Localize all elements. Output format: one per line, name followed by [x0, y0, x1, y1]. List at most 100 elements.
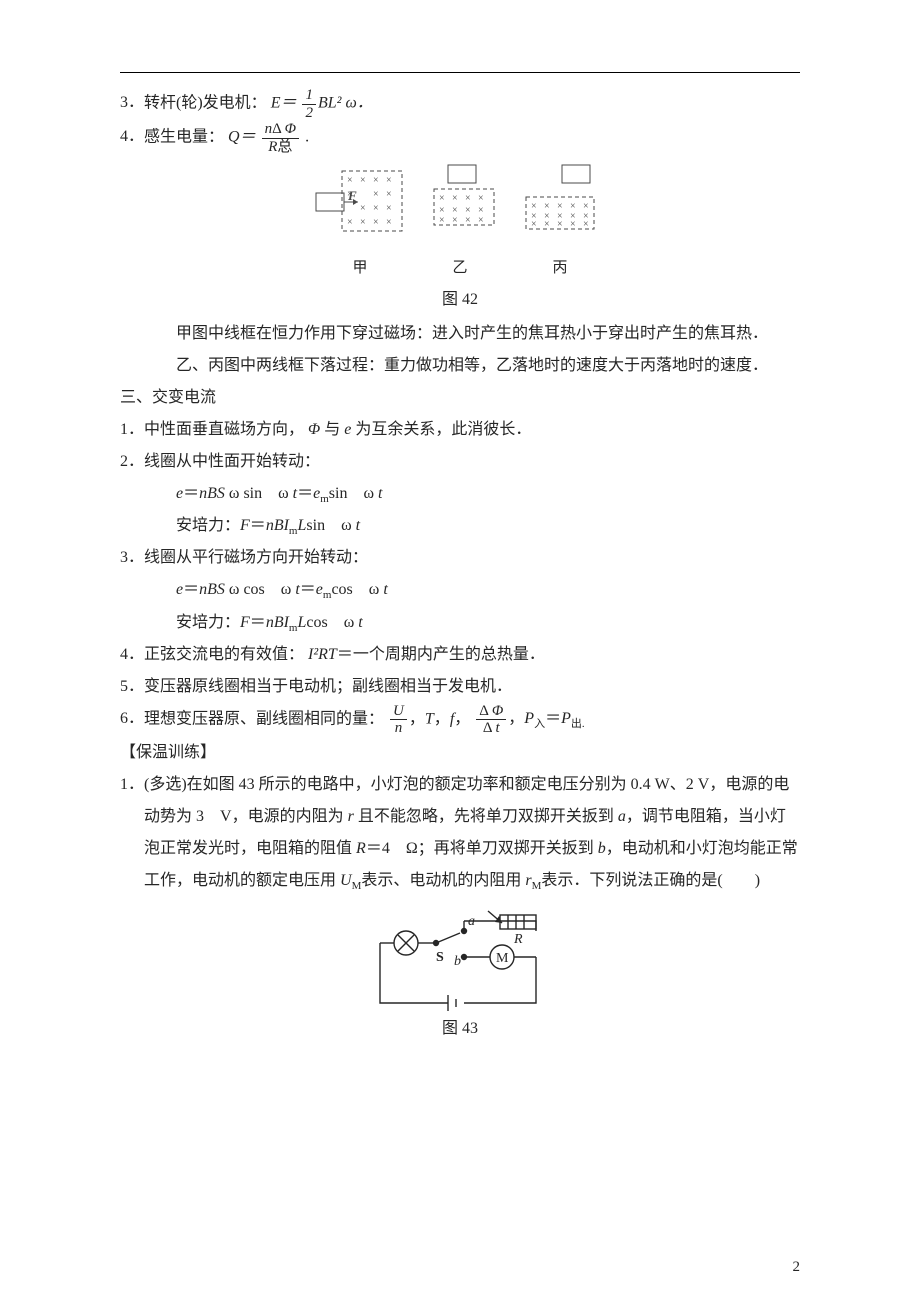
svg-text:×: ×	[452, 215, 458, 226]
fig42-label-2: 乙	[452, 253, 467, 283]
svg-text:×: ×	[373, 189, 379, 200]
svg-text:×: ×	[347, 175, 353, 186]
sec3-p6-m2: ，P入＝P出.	[508, 710, 584, 727]
svg-text:×: ×	[478, 193, 484, 204]
svg-text:×: ×	[557, 219, 563, 230]
sec3-p6-frac2: Δ Φ Δ t	[476, 703, 506, 737]
sec3-p4-idx: 4．	[120, 639, 144, 671]
item-4-lhs: Q＝	[228, 129, 260, 146]
drill-q1-idx: 1．	[120, 769, 144, 801]
page-number: 2	[793, 1252, 801, 1282]
sec3-p4-body: 正弦交流电的有效值： I²RT＝一个周期内产生的总热量．	[144, 639, 545, 671]
sec3-p4: 4． 正弦交流电的有效值： I²RT＝一个周期内产生的总热量．	[120, 639, 800, 671]
sec3-p2: 2． 线圈从中性面开始转动：	[120, 446, 800, 478]
figure-42-caption: 图 42	[120, 284, 800, 316]
sec3-p1-idx: 1．	[120, 414, 144, 446]
fig42-para1: 甲图中线框在恒力作用下穿过磁场：进入时产生的焦耳热小于穿出时产生的焦耳热．	[120, 318, 800, 350]
svg-text:×: ×	[347, 189, 353, 200]
svg-text:×: ×	[386, 217, 392, 228]
item-3-frac-bot: 2	[302, 105, 316, 122]
item-4: 4． 感生电量： Q＝ nΔ Φ R总 .	[120, 121, 800, 155]
sec3-p6-m1: ，T，f，	[409, 710, 470, 727]
sec3-p3: 3． 线圈从平行磁场方向开始转动：	[120, 542, 800, 574]
drill-q1: 1． (多选)在如图 43 所示的电路中，小灯泡的额定功率和额定电压分别为 0.…	[120, 769, 800, 897]
section-3-heading: 三、交变电流	[120, 382, 800, 414]
drill-heading: 【保温训练】	[120, 737, 800, 769]
svg-text:×: ×	[373, 175, 379, 186]
svg-text:×: ×	[465, 193, 471, 204]
svg-text:×: ×	[347, 217, 353, 228]
sec3-p5: 5． 变压器原线圈相当于电动机；副线圈相当于发电机．	[120, 671, 800, 703]
fig43-label-M: M	[496, 951, 509, 966]
item-3-index: 3．	[120, 87, 144, 119]
sec3-p3-line1: e＝nBS ω cos ω t＝emcos ω t	[120, 574, 800, 606]
item-4-frac-bot: R总	[262, 139, 300, 156]
sec3-p6-idx: 6．	[120, 703, 144, 735]
svg-text:×: ×	[570, 219, 576, 230]
sec3-p6-lead: 理想变压器原、副线圈相同的量：	[144, 710, 384, 727]
fig43-label-R: R	[513, 932, 523, 947]
svg-text:×: ×	[360, 203, 366, 214]
figure-42: F ×××× ××× ××× ×××× ×××× ××××	[120, 161, 800, 316]
svg-text:×: ×	[386, 175, 392, 186]
sec3-p1: 1． 中性面垂直磁场方向， Φ 与 e 为互余关系，此消彼长．	[120, 414, 800, 446]
sec3-p2-line1: e＝nBS ω sin ω t＝emsin ω t	[120, 478, 800, 510]
sec3-p6-f1-bot: n	[390, 720, 407, 737]
item-4-frac: nΔ Φ R总	[262, 121, 300, 155]
sec3-p1-body: 中性面垂直磁场方向， Φ 与 e 为互余关系，此消彼长．	[144, 414, 531, 446]
fig43-label-b: b	[454, 954, 461, 969]
item-4-lead: 感生电量：	[144, 129, 224, 146]
figure-43: a b S R M 图 43	[120, 903, 800, 1045]
svg-text:×: ×	[373, 203, 379, 214]
svg-text:×: ×	[452, 193, 458, 204]
svg-text:×: ×	[439, 193, 445, 204]
item-3-lead: 转杆(轮)发电机：	[144, 95, 267, 112]
item-3-rhs: BL² ω．	[318, 95, 373, 112]
page: 3． 转杆(轮)发电机： E＝ 1 2 BL² ω． 4． 感生电量： Q＝ n…	[0, 0, 920, 1302]
svg-text:×: ×	[465, 215, 471, 226]
fig43-label-a: a	[468, 914, 475, 929]
sec3-p5-idx: 5．	[120, 671, 144, 703]
fig42-label-3: 丙	[552, 253, 567, 283]
item-4-tail: .	[305, 129, 309, 146]
sec3-p6: 6． 理想变压器原、副线圈相同的量： U n ，T，f， Δ Φ Δ t ，P入…	[120, 703, 800, 737]
sec3-p6-f2-bot: Δ t	[476, 720, 506, 737]
sec3-p6-frac1: U n	[390, 703, 407, 737]
svg-text:×: ×	[373, 217, 379, 228]
sec3-p2-line2: 安培力：F＝nBImLsin ω t	[120, 510, 800, 542]
item-3-frac-top: 1	[302, 87, 316, 105]
sec3-p3-idx: 3．	[120, 542, 144, 574]
svg-text:×: ×	[360, 175, 366, 186]
item-3-body: 转杆(轮)发电机： E＝ 1 2 BL² ω．	[144, 87, 373, 121]
svg-text:×: ×	[386, 189, 392, 200]
figure-43-svg: a b S R M	[360, 903, 560, 1013]
fig43-label-S: S	[436, 950, 444, 965]
svg-text:×: ×	[439, 215, 445, 226]
figure-43-caption: 图 43	[120, 1013, 800, 1045]
sec3-p6-body: 理想变压器原、副线圈相同的量： U n ，T，f， Δ Φ Δ t ，P入＝P出…	[144, 703, 585, 737]
svg-text:×: ×	[544, 219, 550, 230]
sec3-p3-line2: 安培力：F＝nBImLcos ω t	[120, 607, 800, 639]
figure-42-svg: F ×××× ××× ××× ×××× ×××× ××××	[310, 161, 610, 251]
item-4-body: 感生电量： Q＝ nΔ Φ R总 .	[144, 121, 309, 155]
sec3-p2-idx: 2．	[120, 446, 144, 478]
fig42-label-1: 甲	[352, 253, 367, 283]
sec3-p3-text: 线圈从平行磁场方向开始转动：	[144, 542, 368, 574]
item-3: 3． 转杆(轮)发电机： E＝ 1 2 BL² ω．	[120, 87, 800, 121]
item-3-lhs: E＝	[271, 95, 297, 112]
figure-42-svg-wrap: F ×××× ××× ××× ×××× ×××× ××××	[310, 161, 610, 283]
svg-text:×: ×	[360, 217, 366, 228]
item-3-frac: 1 2	[302, 87, 316, 121]
fig42-para2: 乙、丙图中两线框下落过程：重力做功相等，乙落地时的速度大于丙落地时的速度．	[120, 350, 800, 382]
svg-text:×: ×	[583, 219, 589, 230]
sec3-p6-f2-top: Δ Φ	[476, 703, 506, 721]
item-4-index: 4．	[120, 121, 144, 153]
sec3-p6-f1-top: U	[390, 703, 407, 721]
top-rule	[120, 72, 800, 73]
sec3-p2-text: 线圈从中性面开始转动：	[144, 446, 320, 478]
sec3-p5-body: 变压器原线圈相当于电动机；副线圈相当于发电机．	[144, 671, 512, 703]
svg-text:×: ×	[531, 219, 537, 230]
drill-q1-body: (多选)在如图 43 所示的电路中，小灯泡的额定功率和额定电压分别为 0.4 W…	[144, 769, 800, 897]
svg-text:×: ×	[386, 203, 392, 214]
item-4-frac-top: nΔ Φ	[262, 121, 300, 139]
